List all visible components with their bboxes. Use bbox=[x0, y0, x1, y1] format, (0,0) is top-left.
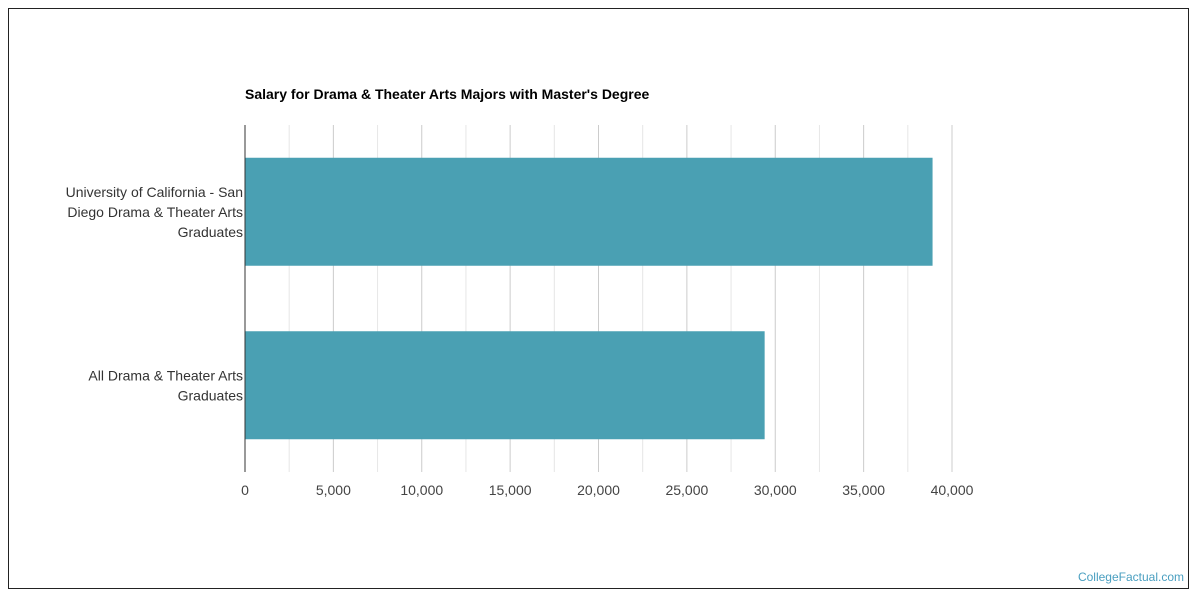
watermark[interactable]: CollegeFactual.com bbox=[1077, 570, 1184, 584]
x-tick-label: 40,000 bbox=[931, 482, 974, 498]
category-label: All Drama & Theater Arts bbox=[88, 367, 243, 383]
bar[interactable] bbox=[245, 157, 933, 266]
x-tick-label: 35,000 bbox=[842, 482, 885, 498]
x-tick-label: 20,000 bbox=[577, 482, 620, 498]
x-tick-label: 0 bbox=[241, 482, 249, 498]
x-tick-label: 5,000 bbox=[316, 482, 351, 498]
bar[interactable] bbox=[245, 331, 765, 440]
bars bbox=[245, 157, 933, 440]
x-tick-label: 30,000 bbox=[754, 482, 797, 498]
category-labels: University of California - San Diego Dram… bbox=[66, 184, 243, 404]
x-tick-label: 15,000 bbox=[489, 482, 532, 498]
category-label: Graduates bbox=[178, 224, 243, 240]
x-tick-labels: 0 5,000 10,000 15,000 20,000 25,000 30,000 35,0… bbox=[241, 482, 974, 498]
x-tick-label: 10,000 bbox=[400, 482, 443, 498]
category-label: Diego Drama & Theater Arts bbox=[67, 204, 243, 220]
x-tick-label: 25,000 bbox=[665, 482, 708, 498]
category-label: University of California - San bbox=[66, 184, 243, 200]
category-label: Graduates bbox=[178, 387, 243, 403]
chart-title: Salary for Drama & Theater Arts Majors w… bbox=[245, 86, 649, 102]
